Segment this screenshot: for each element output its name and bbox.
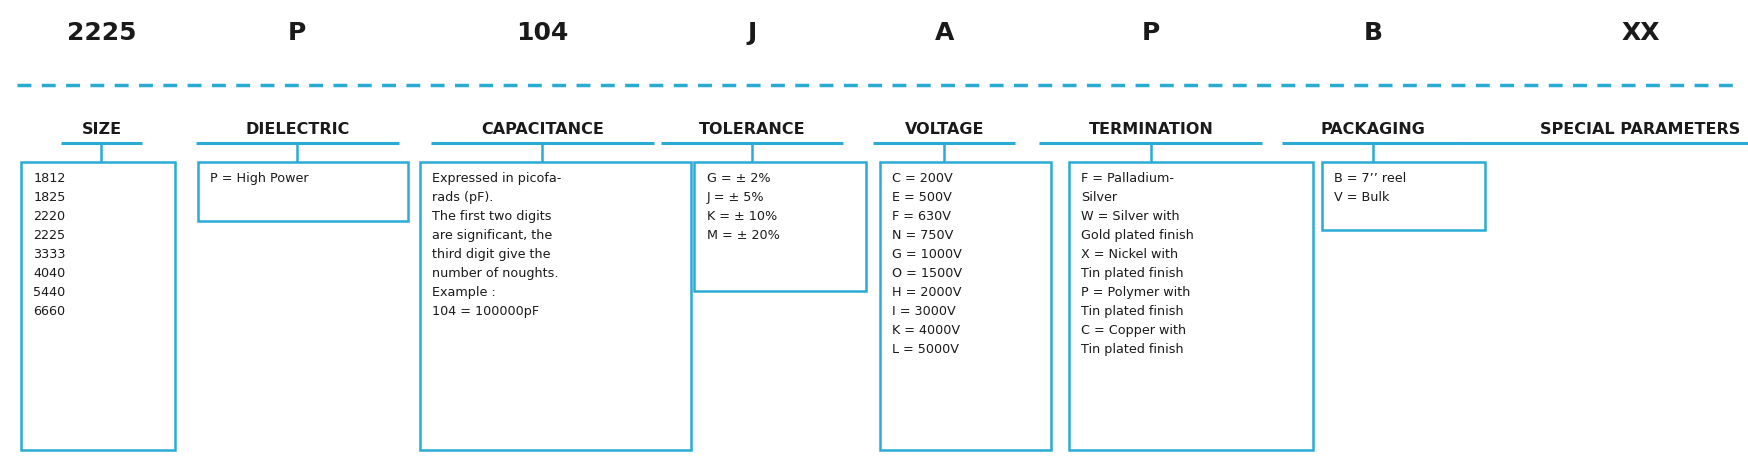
- Bar: [198, 162, 407, 221]
- Text: 2225: 2225: [66, 21, 136, 45]
- Text: C = 200V
E = 500V
F = 630V
N = 750V
G = 1000V
O = 1500V
H = 2000V
I = 3000V
K = : C = 200V E = 500V F = 630V N = 750V G = …: [891, 172, 961, 355]
- Text: 104: 104: [516, 21, 568, 45]
- Text: SIZE: SIZE: [82, 122, 121, 137]
- Text: J: J: [746, 21, 757, 45]
- Text: DIELECTRIC: DIELECTRIC: [245, 122, 350, 137]
- Text: TERMINATION: TERMINATION: [1087, 122, 1213, 137]
- Text: P = High Power: P = High Power: [210, 172, 308, 185]
- Bar: [1068, 162, 1313, 450]
- Text: P: P: [288, 21, 306, 45]
- Text: G = ± 2%
J = ± 5%
K = ± 10%
M = ± 20%: G = ± 2% J = ± 5% K = ± 10% M = ± 20%: [706, 172, 780, 242]
- Text: F = Palladium-
Silver
W = Silver with
Gold plated finish
X = Nickel with
Tin pla: F = Palladium- Silver W = Silver with Go…: [1080, 172, 1194, 355]
- Text: P: P: [1141, 21, 1159, 45]
- Text: B: B: [1363, 21, 1381, 45]
- Text: A: A: [933, 21, 954, 45]
- Text: Expressed in picofa-
rads (pF).
The first two digits
are significant, the
third : Expressed in picofa- rads (pF). The firs…: [432, 172, 561, 318]
- Text: XX: XX: [1620, 21, 1659, 45]
- Text: 1812
1825
2220
2225
3333
4040
5440
6660: 1812 1825 2220 2225 3333 4040 5440 6660: [33, 172, 66, 318]
- Text: VOLTAGE: VOLTAGE: [904, 122, 984, 137]
- Bar: [1321, 162, 1484, 230]
- Bar: [879, 162, 1051, 450]
- Text: TOLERANCE: TOLERANCE: [699, 122, 804, 137]
- Bar: [694, 162, 865, 291]
- Text: SPECIAL PARAMETERS: SPECIAL PARAMETERS: [1540, 122, 1739, 137]
- Bar: [21, 162, 175, 450]
- Text: CAPACITANCE: CAPACITANCE: [481, 122, 603, 137]
- Text: B = 7’’ reel
V = Bulk: B = 7’’ reel V = Bulk: [1334, 172, 1405, 204]
- Bar: [420, 162, 690, 450]
- Text: PACKAGING: PACKAGING: [1320, 122, 1425, 137]
